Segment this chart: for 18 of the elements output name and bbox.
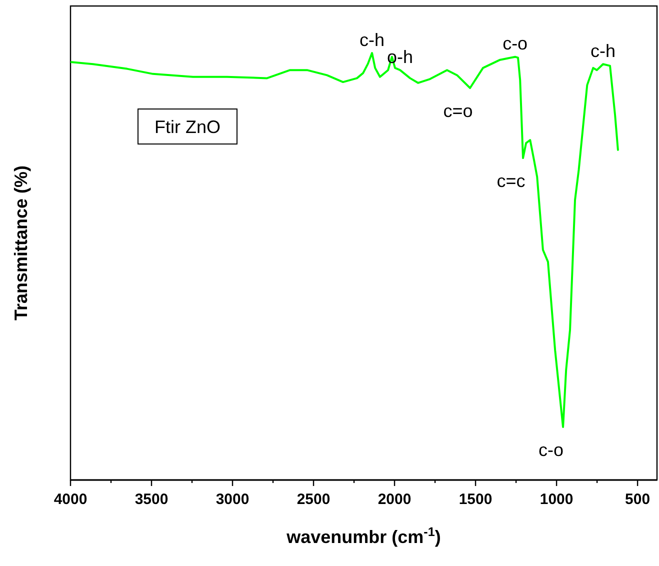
annotation: c-h xyxy=(360,30,385,50)
y-axis-title: Transmittance (%) xyxy=(11,165,31,321)
x-tick-label: 1500 xyxy=(458,491,492,508)
x-tick-label: 500 xyxy=(625,491,650,508)
x-tick-label: 4000 xyxy=(54,491,88,508)
x-tick-label: 2500 xyxy=(296,491,330,508)
x-tick-label: 3500 xyxy=(134,491,168,508)
x-axis-title: wavenumbr (cm$^{-1}$) xyxy=(286,525,441,547)
annotation: c-o xyxy=(538,440,564,460)
annotation: o-h xyxy=(387,46,414,67)
x-tick-label: 2000 xyxy=(378,491,412,508)
annotation: c-h xyxy=(590,40,616,61)
x-tick-label: 3000 xyxy=(216,491,250,508)
annotation: c-o xyxy=(502,34,528,54)
annotation: c=o xyxy=(443,100,473,121)
annotation: c=c xyxy=(496,170,526,191)
annotation: Ftir ZnO xyxy=(154,117,220,137)
x-tick-label: 1000 xyxy=(540,491,574,508)
